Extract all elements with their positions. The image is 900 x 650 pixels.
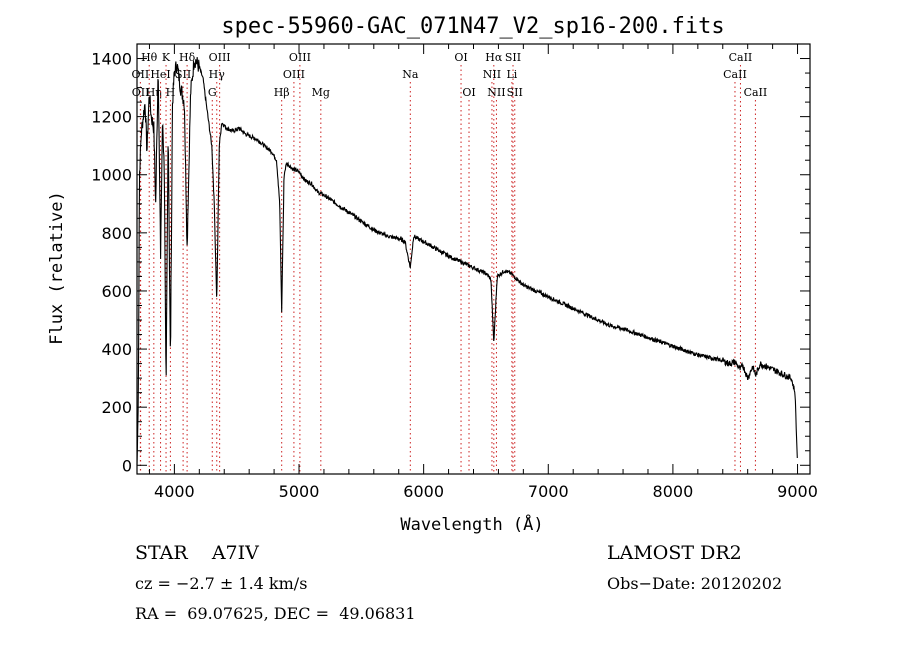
spectral-line-label: OIII bbox=[209, 51, 231, 64]
y-tick-label: 1000 bbox=[91, 166, 132, 185]
spectral-line-label: Na bbox=[402, 68, 419, 81]
spectral-line-label: SII bbox=[507, 86, 523, 99]
spectral-line-label: CaII bbox=[729, 51, 753, 64]
spectral-line-label: Hη bbox=[146, 86, 162, 99]
survey-name: LAMOST DR2 bbox=[607, 542, 742, 564]
spectral-line-label: G bbox=[208, 86, 217, 99]
spectral-line-label: NII bbox=[487, 86, 505, 99]
x-tick-label: 4000 bbox=[154, 482, 195, 501]
spectral-line-label: OII bbox=[132, 86, 150, 99]
spectral-line-label: OIII bbox=[289, 51, 311, 64]
x-tick-label: 7000 bbox=[528, 482, 569, 501]
spectral-line-label: OIII bbox=[283, 68, 305, 81]
spectral-line-label: CaII bbox=[723, 68, 747, 81]
spectral-line-label: Hα bbox=[485, 51, 503, 64]
redshift-readout: cz = −2.7 ± 1.4 km/s bbox=[135, 574, 308, 593]
x-axis-label: Wavelength (Å) bbox=[400, 513, 543, 535]
obs-date: Obs−Date: 20120202 bbox=[607, 574, 783, 593]
plot-frame bbox=[136, 43, 811, 475]
object-class: STAR A7IV bbox=[135, 542, 259, 564]
spectral-line-label: OII bbox=[132, 68, 150, 81]
spectral-line-label: Hγ bbox=[209, 68, 226, 81]
axis-ticks: 4000 5000 6000 7000 8000 9000 0 200 400 600 800 100… bbox=[91, 44, 818, 501]
y-tick-label: 400 bbox=[101, 340, 132, 359]
spectral-line-label: K bbox=[162, 51, 171, 64]
y-tick-label: 800 bbox=[101, 224, 132, 243]
y-axis-label: Flux (relative) bbox=[47, 191, 67, 345]
spectral-line-label: OI bbox=[454, 51, 467, 64]
spectral-line-label: Hδ bbox=[179, 51, 196, 64]
y-tick-label: 1200 bbox=[91, 108, 132, 127]
spectral-line-label: HeI bbox=[150, 68, 170, 81]
spectrum-line bbox=[136, 57, 798, 466]
x-tick-label: 9000 bbox=[777, 482, 818, 501]
y-tick-label: 1400 bbox=[91, 50, 132, 69]
spectral-line-label: Mg bbox=[312, 86, 330, 99]
spectral-line-label: Hθ bbox=[141, 51, 158, 64]
coordinates: RA = 69.07625, DEC = 49.06831 bbox=[135, 604, 416, 623]
x-tick-label: 8000 bbox=[653, 482, 694, 501]
y-tick-label: 0 bbox=[122, 456, 132, 475]
x-tick-label: 5000 bbox=[279, 482, 320, 501]
spectral-line-label: H bbox=[166, 86, 176, 99]
spectral-line-label: NII bbox=[483, 68, 501, 81]
spectral-line-label: OI bbox=[462, 86, 475, 99]
x-tick-label: 6000 bbox=[403, 482, 444, 501]
spectral-line-label: CaII bbox=[744, 86, 768, 99]
spectral-line-label: SII bbox=[505, 51, 521, 64]
spectral-line-label: Hβ bbox=[274, 86, 290, 99]
y-tick-label: 200 bbox=[101, 398, 132, 417]
chart-title: spec-55960-GAC_071N47_V2_sp16-200.fits bbox=[221, 14, 724, 39]
y-tick-label: 600 bbox=[101, 282, 132, 301]
spectral-line-label: Li bbox=[506, 68, 517, 81]
